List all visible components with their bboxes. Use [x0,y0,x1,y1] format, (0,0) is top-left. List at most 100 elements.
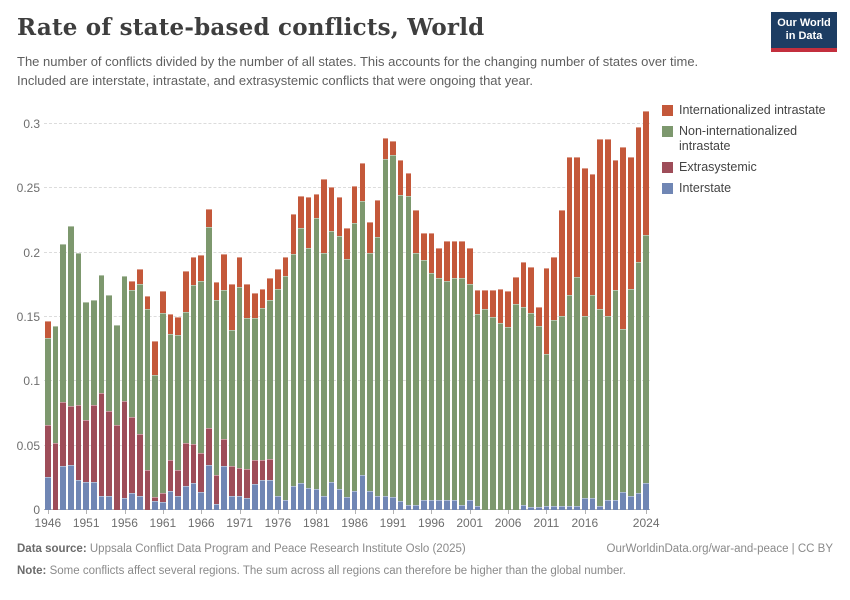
bar-2016[interactable] [581,167,588,510]
bar-2010[interactable] [535,306,542,510]
bar-1986[interactable] [351,185,358,510]
bar-1962[interactable] [167,314,174,510]
bar-2018[interactable] [597,139,603,510]
bar-1969[interactable] [221,253,228,510]
bar-1968[interactable] [213,282,220,510]
bar-2012[interactable] [551,256,557,510]
bar-1966[interactable] [198,255,205,510]
bar-1960[interactable] [152,341,159,510]
bar-1992[interactable] [397,160,404,510]
bar-1948[interactable] [60,243,66,510]
segment-extrasystemic [75,404,82,481]
bar-1976[interactable] [275,269,281,510]
bar-1972[interactable] [244,283,251,510]
legend-item-internationalized[interactable]: Internationalized intrastate [662,103,848,119]
legend-item-non_internationalized[interactable]: Non-internationalized intrastate [662,124,848,155]
bar-2001[interactable] [466,247,473,510]
segment-internationalized [597,139,603,310]
bar-2005[interactable] [497,288,504,510]
bar-1994[interactable] [413,210,419,510]
segment-interstate [474,506,481,510]
bar-1956[interactable] [121,275,128,510]
bar-1947[interactable] [52,326,59,510]
bar-1990[interactable] [382,138,389,510]
bar-1984[interactable] [336,197,343,510]
bar-1971[interactable] [236,256,243,510]
bar-2000[interactable] [459,241,465,510]
bar-1955[interactable] [114,324,120,510]
bar-1993[interactable] [405,172,412,510]
bar-1961[interactable] [160,291,166,510]
bar-2004[interactable] [489,289,496,510]
bar-2011[interactable] [543,268,550,510]
bar-2013[interactable] [558,210,565,510]
bar-1951[interactable] [83,301,89,510]
bar-2014[interactable] [566,157,573,510]
bar-2008[interactable] [520,261,527,510]
bar-1949[interactable] [68,225,74,510]
bar-2019[interactable] [605,139,611,510]
bar-1991[interactable] [390,140,396,510]
bar-2015[interactable] [574,157,580,510]
bar-1980[interactable] [305,197,312,510]
segment-internationalized [535,306,542,327]
bar-2024[interactable] [643,111,649,510]
bar-1958[interactable] [137,269,143,510]
segment-internationalized [336,197,343,236]
segment-non_internationalized [597,309,603,507]
bar-1953[interactable] [98,274,105,510]
bar-1999[interactable] [451,241,458,510]
bar-2003[interactable] [482,289,488,510]
bar-2022[interactable] [628,157,634,510]
segment-internationalized [474,290,481,315]
bar-1964[interactable] [183,270,189,510]
segment-non_internationalized [382,158,389,496]
bar-2009[interactable] [528,266,534,510]
bar-1978[interactable] [290,214,297,510]
segment-non_internationalized [114,324,120,426]
bar-1970[interactable] [229,283,235,510]
bar-1975[interactable] [267,278,274,510]
bar-2020[interactable] [612,160,619,510]
footer-link[interactable]: OurWorldinData.org/war-and-peace | CC BY [606,543,833,555]
bar-1985[interactable] [344,228,350,510]
bar-1983[interactable] [328,187,335,510]
segment-interstate [167,490,174,510]
bar-1988[interactable] [367,221,373,510]
bar-1979[interactable] [298,196,304,510]
bar-2017[interactable] [589,174,596,510]
segment-non_internationalized [190,284,197,445]
bar-2006[interactable] [505,291,511,510]
bar-1982[interactable] [321,179,327,510]
bar-1950[interactable] [75,252,82,510]
segment-internationalized [229,283,235,330]
legend-item-interstate[interactable]: Interstate [662,181,848,197]
bar-1957[interactable] [129,281,135,510]
bar-1997[interactable] [436,247,442,510]
bar-1946[interactable] [45,320,51,510]
bar-1973[interactable] [252,292,258,510]
bar-1967[interactable] [206,208,212,510]
footer-source-label: Data source: [17,543,87,555]
bar-1989[interactable] [374,199,381,510]
bar-1987[interactable] [359,162,366,510]
bar-2021[interactable] [620,147,626,510]
bar-2002[interactable] [474,290,481,510]
bar-1974[interactable] [259,288,266,510]
bar-1977[interactable] [282,256,289,510]
bar-2023[interactable] [635,126,642,510]
segment-non_internationalized [45,337,51,426]
bar-1996[interactable] [428,233,435,510]
x-axis-label: 1996 [418,516,445,530]
bar-1981[interactable] [313,193,320,510]
bar-1998[interactable] [443,241,450,510]
bar-1965[interactable] [190,256,197,510]
bar-1952[interactable] [91,300,97,510]
bar-2007[interactable] [512,277,519,510]
segment-non_internationalized [459,278,465,505]
bar-1995[interactable] [420,233,427,510]
legend-item-extrasystemic[interactable]: Extrasystemic [662,160,848,176]
bar-1954[interactable] [106,295,112,510]
bar-1963[interactable] [175,317,182,510]
bar-1959[interactable] [144,296,151,510]
